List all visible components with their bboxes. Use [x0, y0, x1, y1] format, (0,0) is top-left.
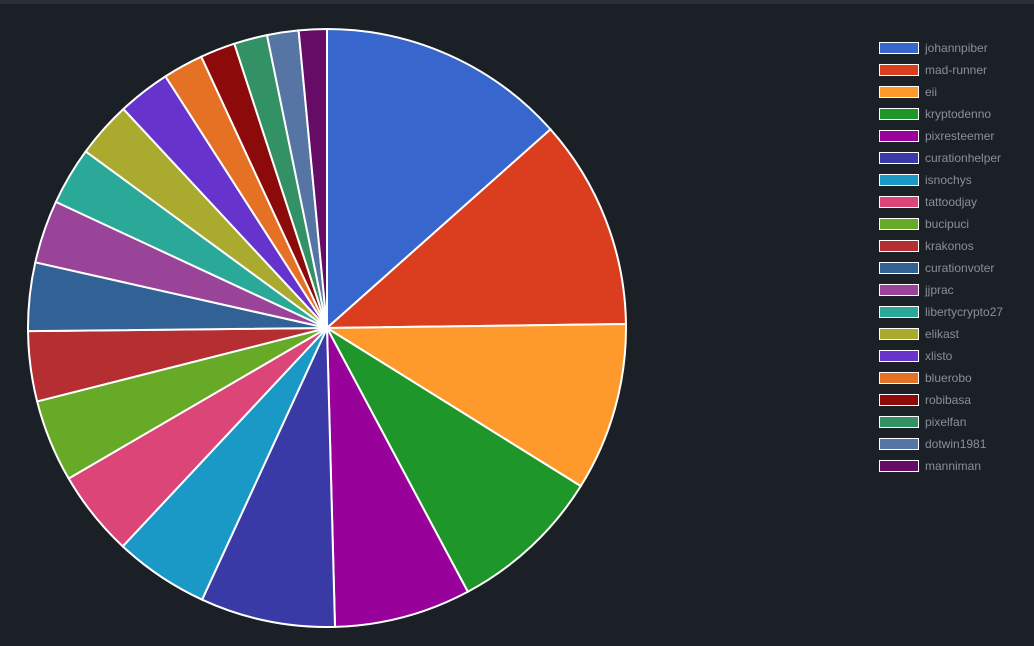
legend-swatch — [879, 130, 919, 142]
legend-item-bluerobo[interactable]: bluerobo — [879, 367, 1029, 389]
legend-item-elikast[interactable]: elikast — [879, 323, 1029, 345]
legend-swatch — [879, 262, 919, 274]
pie-slice-eii[interactable] — [326, 323, 627, 488]
legend-label: dotwin1981 — [925, 437, 987, 451]
legend-swatch — [879, 218, 919, 230]
legend-swatch — [879, 306, 919, 318]
legend-label: bucipuci — [925, 217, 970, 231]
legend-swatch — [879, 42, 919, 54]
legend-label: jjprac — [925, 283, 954, 297]
legend-swatch — [879, 64, 919, 76]
legend-item-manniman[interactable]: manniman — [879, 455, 1029, 477]
pie-slice-mad-runner[interactable] — [326, 128, 627, 329]
legend-item-kryptodenno[interactable]: kryptodenno — [879, 103, 1029, 125]
legend-swatch — [879, 152, 919, 164]
legend-label: isnochys — [925, 173, 972, 187]
legend-label: robibasa — [925, 393, 972, 407]
legend-swatch — [879, 460, 919, 472]
legend-item-krakonos[interactable]: krakonos — [879, 235, 1029, 257]
legend-swatch — [879, 86, 919, 98]
pie-slice-kryptodenno[interactable] — [326, 327, 582, 593]
pie-slice-pixresteemer[interactable] — [326, 327, 469, 628]
legend-label: tattoodjay — [925, 195, 978, 209]
legend-item-curationvoter[interactable]: curationvoter — [879, 257, 1029, 279]
legend-item-johannpiber[interactable]: johannpiber — [879, 37, 1029, 59]
legend-item-libertycrypto27[interactable]: libertycrypto27 — [879, 301, 1029, 323]
legend-item-jjprac[interactable]: jjprac — [879, 279, 1029, 301]
legend-label: eii — [925, 85, 938, 99]
legend-item-tattoodjay[interactable]: tattoodjay — [879, 191, 1029, 213]
legend-label: krakonos — [925, 239, 974, 253]
legend-item-curationhelper[interactable]: curationhelper — [879, 147, 1029, 169]
legend-swatch — [879, 328, 919, 340]
legend-item-pixelfan[interactable]: pixelfan — [879, 411, 1029, 433]
legend-swatch — [879, 394, 919, 406]
legend-label: xlisto — [925, 349, 953, 363]
pie-slice-curationhelper[interactable] — [201, 327, 336, 628]
legend-label: libertycrypto27 — [925, 305, 1004, 319]
legend-label: pixresteemer — [925, 129, 995, 143]
legend-item-robibasa[interactable]: robibasa — [879, 389, 1029, 411]
legend-label: bluerobo — [925, 371, 972, 385]
legend-swatch — [879, 240, 919, 252]
legend-item-bucipuci[interactable]: bucipuci — [879, 213, 1029, 235]
legend-label: elikast — [925, 327, 960, 341]
legend-label: johannpiber — [925, 41, 988, 55]
legend-swatch — [879, 438, 919, 450]
legend-swatch — [879, 372, 919, 384]
legend-item-mad-runner[interactable]: mad-runner — [879, 59, 1029, 81]
legend-swatch — [879, 196, 919, 208]
legend-item-isnochys[interactable]: isnochys — [879, 169, 1029, 191]
legend-label: kryptodenno — [925, 107, 992, 121]
legend-item-xlisto[interactable]: xlisto — [879, 345, 1029, 367]
pie-slice-johannpiber[interactable] — [326, 28, 552, 329]
legend-swatch — [879, 416, 919, 428]
pie-slice-manniman[interactable] — [297, 28, 328, 329]
chart-legend: johannpiber mad-runner eii kryptodenno pixre… — [879, 37, 1029, 477]
top-border — [0, 0, 1034, 4]
legend-item-pixresteemer[interactable]: pixresteemer — [879, 125, 1029, 147]
legend-swatch — [879, 350, 919, 362]
legend-label: pixelfan — [925, 415, 967, 429]
legend-label: manniman — [925, 459, 982, 473]
legend-swatch — [879, 108, 919, 120]
legend-swatch — [879, 284, 919, 296]
legend-swatch — [879, 174, 919, 186]
legend-item-dotwin1981[interactable]: dotwin1981 — [879, 433, 1029, 455]
legend-label: curationhelper — [925, 151, 1002, 165]
legend-label: curationvoter — [925, 261, 995, 275]
legend-item-eii[interactable]: eii — [879, 81, 1029, 103]
legend-label: mad-runner — [925, 63, 988, 77]
